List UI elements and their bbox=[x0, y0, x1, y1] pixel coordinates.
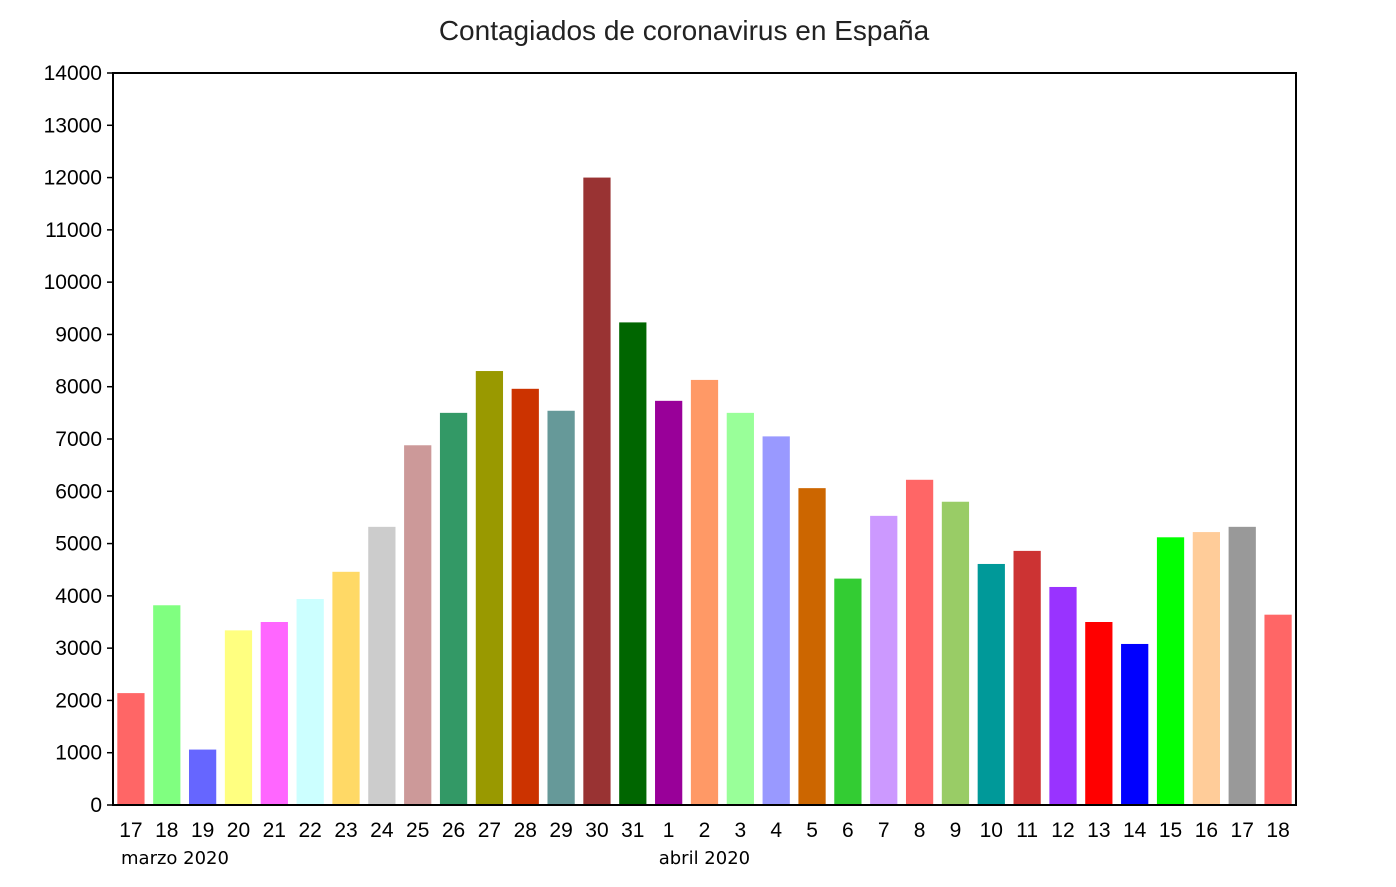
bar bbox=[153, 605, 181, 805]
y-tick-label: 0 bbox=[90, 794, 102, 817]
bar bbox=[977, 563, 1005, 805]
x-tick-label: 12 bbox=[1051, 819, 1074, 842]
x-tick-label: 2 bbox=[699, 819, 711, 842]
y-tick-label: 2000 bbox=[55, 689, 102, 712]
bar bbox=[619, 322, 647, 805]
bar bbox=[439, 412, 468, 805]
bar bbox=[332, 571, 360, 805]
bar bbox=[834, 578, 862, 805]
x-tick-label: 11 bbox=[1016, 819, 1038, 842]
bar bbox=[870, 515, 898, 805]
bar bbox=[798, 488, 826, 805]
bar bbox=[547, 410, 575, 805]
y-tick-label: 11000 bbox=[45, 219, 102, 242]
chart-title: Contagiados de coronavirus en España bbox=[439, 15, 930, 46]
x-tick-label: 27 bbox=[478, 819, 501, 842]
y-tick-label: 3000 bbox=[55, 637, 102, 660]
x-tick-label: 6 bbox=[842, 819, 854, 842]
bar bbox=[583, 177, 611, 806]
x-tick-label: 19 bbox=[191, 819, 214, 842]
y-tick-label: 12000 bbox=[44, 167, 102, 190]
bar bbox=[511, 388, 539, 805]
y-tick-label: 4000 bbox=[55, 585, 102, 608]
y-tick-label: 8000 bbox=[55, 376, 102, 399]
bar bbox=[296, 598, 324, 805]
bar bbox=[1156, 537, 1185, 805]
x-tick-label: 17 bbox=[119, 819, 142, 842]
bar bbox=[1049, 586, 1077, 805]
bar bbox=[260, 622, 288, 805]
x-tick-label: 29 bbox=[549, 819, 572, 842]
x-tick-label: 13 bbox=[1087, 819, 1110, 842]
bar bbox=[1121, 643, 1149, 805]
month-label: abril 2020 bbox=[659, 848, 750, 869]
bar bbox=[188, 749, 217, 805]
bar bbox=[224, 630, 253, 805]
x-tick-label: 3 bbox=[735, 819, 747, 842]
x-tick-label: 10 bbox=[980, 819, 1003, 842]
bar bbox=[1085, 622, 1113, 805]
x-tick-label: 17 bbox=[1231, 819, 1254, 842]
x-axis: 17 18 19 20 21 22 23 24 25 26 27 28 29 30 31 1 2 3 4 5 6 7 8 9 1… bbox=[119, 819, 1290, 842]
y-tick-label: 1000 bbox=[55, 742, 102, 765]
x-tick-label: 22 bbox=[298, 819, 321, 842]
y-tick-label: 9000 bbox=[55, 323, 102, 346]
bar bbox=[1264, 614, 1292, 805]
month-labels: marzo 2020 abril 2020 bbox=[121, 848, 750, 869]
x-tick-label: 28 bbox=[514, 819, 537, 842]
bar bbox=[655, 400, 683, 805]
x-tick-label: 18 bbox=[155, 819, 178, 842]
bar bbox=[475, 371, 504, 805]
x-tick-label: 8 bbox=[914, 819, 926, 842]
y-tick-label: 14000 bbox=[44, 62, 102, 85]
bars bbox=[117, 177, 1292, 806]
bar bbox=[905, 479, 934, 805]
y-tick-label: 10000 bbox=[44, 271, 102, 294]
x-tick-label: 14 bbox=[1123, 819, 1147, 842]
x-tick-label: 1 bbox=[663, 819, 675, 842]
y-tick-label: 5000 bbox=[55, 533, 102, 556]
month-label: marzo 2020 bbox=[121, 848, 229, 869]
y-tick-label: 6000 bbox=[55, 480, 102, 503]
bar bbox=[117, 693, 145, 805]
bar bbox=[368, 526, 396, 805]
x-tick-label: 31 bbox=[621, 819, 644, 842]
x-tick-label: 9 bbox=[950, 819, 962, 842]
x-tick-label: 20 bbox=[227, 819, 250, 842]
x-tick-label: 18 bbox=[1266, 819, 1289, 842]
bar bbox=[762, 436, 790, 805]
x-tick-label: 5 bbox=[806, 819, 818, 842]
x-tick-label: 25 bbox=[406, 819, 429, 842]
y-tick-label: 7000 bbox=[55, 428, 102, 451]
bar bbox=[1013, 550, 1041, 805]
y-axis: 0 1000 2000 3000 4000 5000 6000 7000 8000 9000 100… bbox=[44, 62, 113, 817]
x-tick-label: 15 bbox=[1159, 819, 1182, 842]
x-tick-label: 7 bbox=[878, 819, 890, 842]
x-tick-label: 21 bbox=[263, 819, 286, 842]
plot-frame bbox=[112, 72, 1297, 806]
x-tick-label: 30 bbox=[585, 819, 608, 842]
bar bbox=[690, 379, 719, 805]
x-tick-label: 26 bbox=[442, 819, 465, 842]
x-tick-label: 4 bbox=[770, 819, 782, 842]
bar bbox=[404, 445, 432, 805]
bar bbox=[1228, 526, 1256, 805]
bar bbox=[1192, 532, 1221, 805]
x-tick-label: 24 bbox=[370, 819, 394, 842]
bar bbox=[726, 412, 754, 805]
y-tick-label: 13000 bbox=[44, 114, 102, 137]
bar bbox=[941, 501, 970, 805]
x-tick-label: 16 bbox=[1195, 819, 1218, 842]
x-tick-label: 23 bbox=[334, 819, 357, 842]
